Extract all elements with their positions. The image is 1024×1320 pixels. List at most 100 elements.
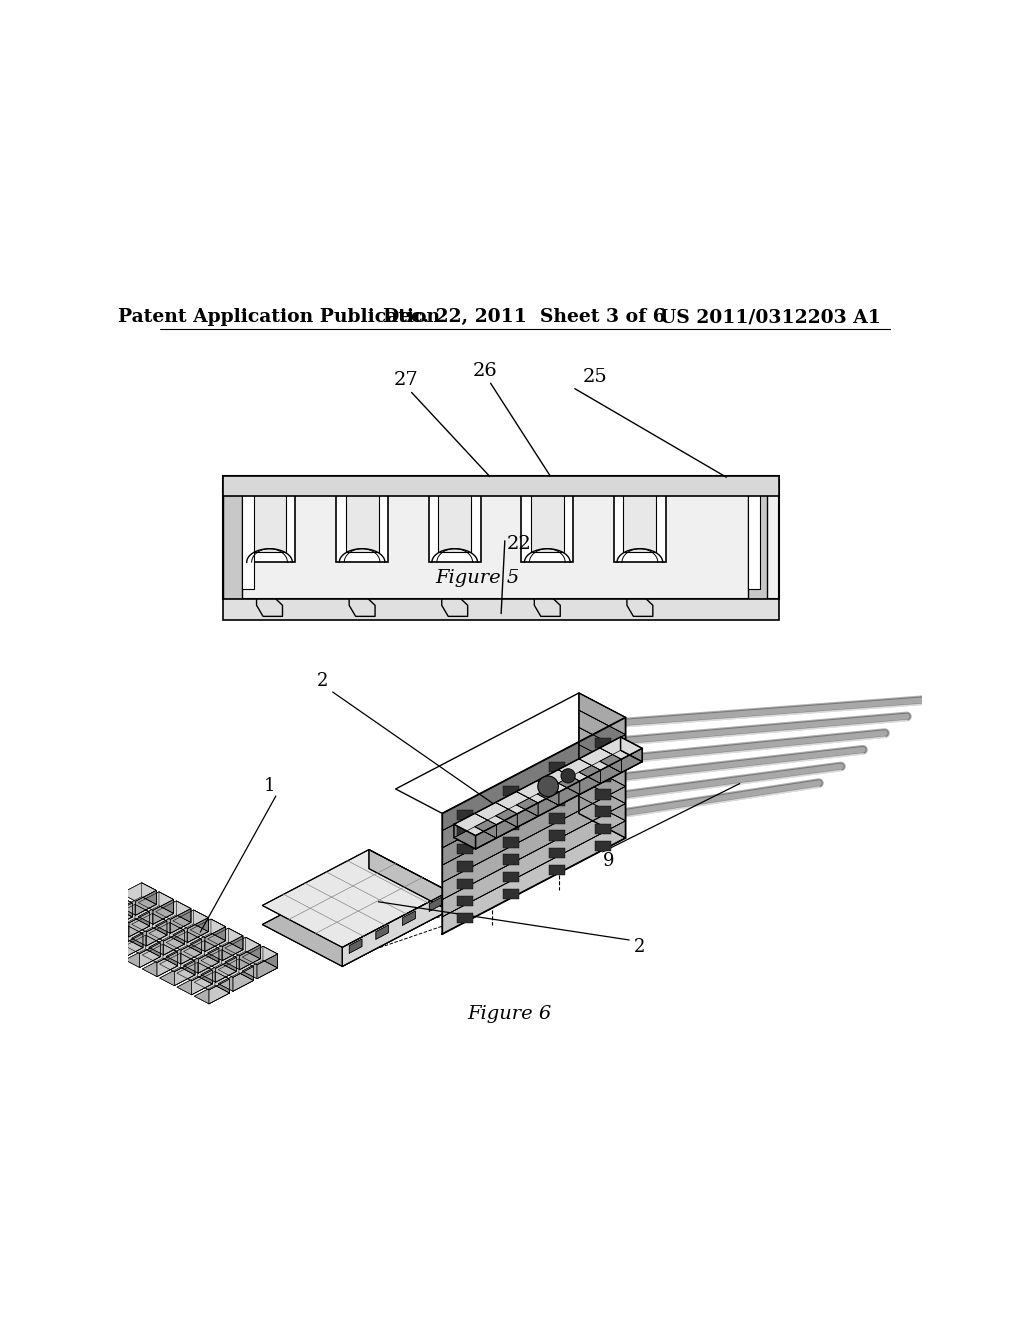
Polygon shape [517, 803, 538, 828]
Bar [458, 826, 473, 837]
Polygon shape [558, 772, 601, 795]
Polygon shape [73, 908, 109, 927]
Polygon shape [559, 781, 580, 805]
Polygon shape [579, 762, 626, 804]
Polygon shape [125, 935, 161, 953]
Polygon shape [132, 913, 167, 932]
Polygon shape [132, 928, 167, 946]
Polygon shape [454, 813, 497, 836]
Polygon shape [142, 958, 177, 977]
Text: 9: 9 [602, 851, 613, 870]
Polygon shape [173, 924, 208, 942]
Bar [503, 820, 519, 830]
Polygon shape [148, 936, 184, 954]
Polygon shape [579, 796, 626, 838]
Polygon shape [429, 898, 442, 911]
Polygon shape [225, 952, 260, 970]
Polygon shape [580, 770, 601, 795]
Polygon shape [475, 825, 497, 849]
Polygon shape [195, 985, 229, 1005]
Polygon shape [232, 966, 254, 991]
Polygon shape [243, 946, 278, 965]
Polygon shape [166, 932, 202, 950]
Polygon shape [199, 948, 219, 973]
Polygon shape [579, 727, 626, 770]
Polygon shape [442, 770, 626, 882]
Polygon shape [153, 913, 167, 935]
Bar [503, 888, 519, 899]
Polygon shape [496, 792, 538, 814]
Polygon shape [190, 933, 225, 952]
Polygon shape [497, 814, 517, 838]
Polygon shape [442, 735, 626, 847]
Polygon shape [442, 717, 626, 830]
Bar [549, 779, 565, 789]
Polygon shape [115, 919, 150, 937]
Polygon shape [90, 917, 126, 936]
Bar [223, 599, 778, 620]
Polygon shape [160, 968, 195, 986]
Bar [223, 491, 242, 599]
Polygon shape [215, 972, 229, 993]
Bar [549, 865, 565, 875]
Bar [549, 796, 565, 807]
Polygon shape [129, 912, 150, 937]
Polygon shape [97, 895, 132, 913]
Polygon shape [558, 759, 601, 781]
Polygon shape [516, 793, 559, 816]
Polygon shape [104, 924, 126, 949]
Polygon shape [218, 958, 254, 977]
Polygon shape [135, 904, 150, 927]
Polygon shape [187, 917, 208, 942]
Bar [458, 843, 473, 854]
Polygon shape [369, 850, 449, 911]
Polygon shape [156, 915, 190, 933]
Polygon shape [122, 933, 143, 958]
Bar [614, 479, 666, 562]
Polygon shape [173, 909, 208, 928]
Polygon shape [263, 946, 278, 968]
Polygon shape [240, 945, 260, 970]
Bar [438, 480, 471, 552]
Polygon shape [139, 942, 161, 968]
Polygon shape [128, 927, 143, 948]
Bar [458, 879, 473, 888]
Bar [503, 871, 519, 882]
Polygon shape [579, 762, 622, 784]
Polygon shape [516, 780, 559, 803]
Circle shape [561, 768, 575, 783]
Bar [749, 494, 761, 589]
Polygon shape [97, 909, 132, 928]
Polygon shape [239, 958, 254, 981]
Text: 26: 26 [473, 362, 498, 380]
Polygon shape [73, 921, 109, 940]
Polygon shape [198, 962, 212, 983]
Polygon shape [475, 803, 517, 825]
Bar [595, 807, 610, 817]
Polygon shape [118, 895, 132, 917]
Polygon shape [216, 957, 237, 982]
Polygon shape [211, 919, 225, 941]
Polygon shape [138, 906, 174, 924]
Polygon shape [187, 932, 202, 953]
Polygon shape [174, 961, 195, 986]
Polygon shape [454, 826, 497, 849]
Polygon shape [157, 952, 177, 977]
Text: 25: 25 [583, 368, 607, 385]
Polygon shape [218, 973, 254, 991]
Bar [223, 477, 778, 496]
Polygon shape [115, 904, 150, 923]
Polygon shape [349, 939, 362, 953]
Polygon shape [402, 911, 416, 925]
Polygon shape [121, 883, 157, 902]
Bar [458, 896, 473, 906]
Polygon shape [257, 954, 278, 978]
Polygon shape [190, 919, 225, 937]
Bar [503, 803, 519, 813]
Text: 1: 1 [263, 776, 275, 795]
Polygon shape [194, 909, 208, 932]
Polygon shape [170, 923, 184, 944]
Polygon shape [601, 759, 622, 784]
Polygon shape [376, 925, 389, 940]
Bar [549, 830, 565, 841]
